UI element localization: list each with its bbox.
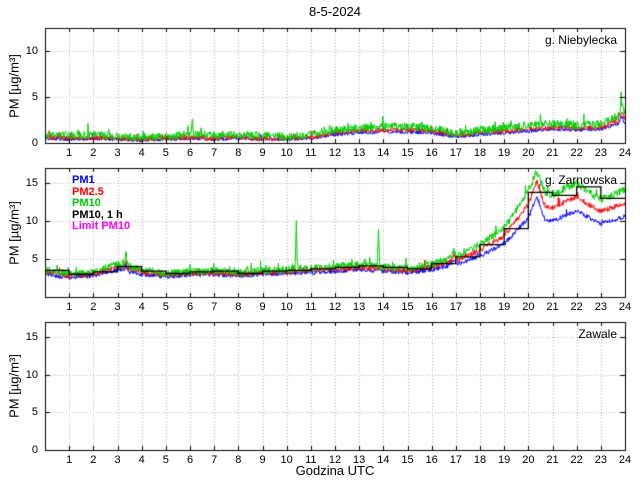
x-tick-label: 18 [473, 301, 487, 313]
x-tick-label: 4 [138, 454, 145, 466]
x-tick-label: 1 [66, 454, 73, 466]
x-tick-label: 6 [186, 147, 194, 159]
x-tick-label: 15 [401, 301, 414, 313]
y-tick-label: 15 [25, 331, 38, 344]
x-tick-label: 16 [425, 147, 438, 159]
x-tick-label: 9 [259, 301, 266, 313]
x-tick-label: 14 [377, 147, 390, 159]
x-tick-label: 9 [259, 147, 266, 159]
y-tick-label: 0 [31, 444, 38, 456]
x-tick-label: 11 [305, 454, 317, 466]
x-tick-label: 8 [235, 301, 242, 313]
x-tick-label: 12 [328, 454, 342, 466]
x-tick-label: 21 [546, 147, 559, 159]
x-tick-label: 2 [90, 147, 97, 159]
station-label: g. Niebylecka [544, 33, 617, 47]
x-tick-label: 16 [425, 454, 438, 466]
x-tick-label: 23 [594, 454, 607, 466]
x-tick-label: 15 [401, 454, 414, 466]
x-tick-label: 11 [305, 147, 317, 159]
x-tick-label: 5 [162, 301, 169, 313]
x-tick-label: 20 [522, 454, 535, 466]
y-tick-label: 0 [31, 137, 38, 149]
x-tick-label: 13 [353, 454, 366, 466]
x-tick-label: 1 [66, 301, 73, 313]
x-tick-label: 14 [377, 454, 390, 466]
x-tick-label: 20 [522, 147, 535, 159]
x-tick-label: 8 [235, 147, 242, 159]
legend-item-pm10: PM10 [72, 197, 101, 209]
y-axis-label: PM [µg/m³] [6, 53, 22, 118]
y-tick-label: 5 [31, 406, 38, 419]
x-tick-label: 7 [211, 301, 218, 313]
x-tick-label: 9 [259, 454, 266, 466]
x-tick-label: 17 [449, 147, 462, 159]
x-tick-label: 22 [570, 147, 583, 159]
x-tick-label: 3 [114, 147, 121, 159]
station-label: Zawale [578, 327, 617, 341]
x-tick-label: 21 [546, 454, 559, 466]
y-tick-label: 10 [25, 45, 38, 57]
x-tick-label: 19 [498, 147, 511, 159]
x-tick-label: 13 [353, 147, 366, 159]
x-tick-label: 10 [280, 454, 293, 466]
x-tick-label: 17 [449, 301, 462, 313]
figure-title: 8-5-2024 [308, 4, 362, 19]
x-tick-label: 23 [594, 301, 607, 313]
x-tick-label: 22 [570, 454, 583, 466]
x-tick-label: 6 [186, 301, 194, 313]
y-tick-label: 15 [25, 177, 38, 190]
x-tick-label: 6 [186, 454, 194, 466]
y-tick-label: 5 [31, 91, 38, 103]
x-tick-label: 2 [90, 301, 97, 313]
x-tick-label: 18 [473, 147, 487, 159]
x-tick-label: 15 [401, 147, 414, 159]
x-tick-label: 2 [90, 454, 97, 466]
y-tick-label: 5 [31, 253, 38, 266]
legend-item-pm10-1-h: PM10, 1 h [72, 208, 123, 221]
x-tick-label: 11 [305, 301, 317, 313]
x-tick-label: 20 [522, 301, 535, 313]
x-tick-label: 19 [498, 301, 511, 313]
legend-item-pm2-5: PM2.5 [72, 185, 104, 198]
x-tick-label: 17 [449, 454, 462, 466]
x-tick-label: 24 [618, 147, 632, 159]
x-tick-label: 10 [280, 301, 293, 313]
legend-item-pm1: PM1 [72, 174, 95, 186]
x-tick-label: 7 [211, 454, 218, 466]
x-tick-label: 5 [162, 454, 169, 466]
y-axis-label: PM [µg/m³] [6, 200, 22, 265]
x-tick-label: 24 [618, 454, 632, 466]
x-tick-label: 23 [594, 147, 607, 159]
station-label: g. Zarnowska [544, 173, 617, 187]
x-tick-label: 16 [425, 301, 438, 313]
x-tick-label: 4 [138, 147, 145, 159]
y-tick-label: 10 [25, 215, 38, 228]
x-tick-label: 10 [280, 147, 293, 159]
x-tick-label: 14 [377, 301, 390, 313]
x-tick-label: 12 [328, 147, 342, 159]
x-tick-label: 8 [235, 454, 242, 466]
x-tick-label: 4 [138, 301, 145, 313]
x-tick-label: 18 [473, 454, 487, 466]
x-tick-label: 5 [162, 147, 169, 159]
x-axis-label: Godzina UTC [295, 463, 375, 478]
x-tick-label: 3 [114, 454, 121, 466]
legend-item-limit-pm10: Limit PM10 [72, 220, 131, 232]
x-tick-label: 13 [353, 301, 366, 313]
y-tick-label: 10 [25, 368, 38, 381]
x-tick-label: 1 [66, 147, 73, 159]
x-tick-label: 12 [328, 301, 342, 313]
y-axis-label: PM [µg/m³] [6, 354, 22, 418]
x-tick-label: 21 [546, 301, 559, 313]
x-tick-label: 7 [211, 147, 218, 159]
x-tick-label: 24 [618, 301, 632, 313]
x-tick-label: 22 [570, 301, 583, 313]
x-tick-label: 3 [114, 301, 121, 313]
x-tick-label: 19 [498, 454, 511, 466]
